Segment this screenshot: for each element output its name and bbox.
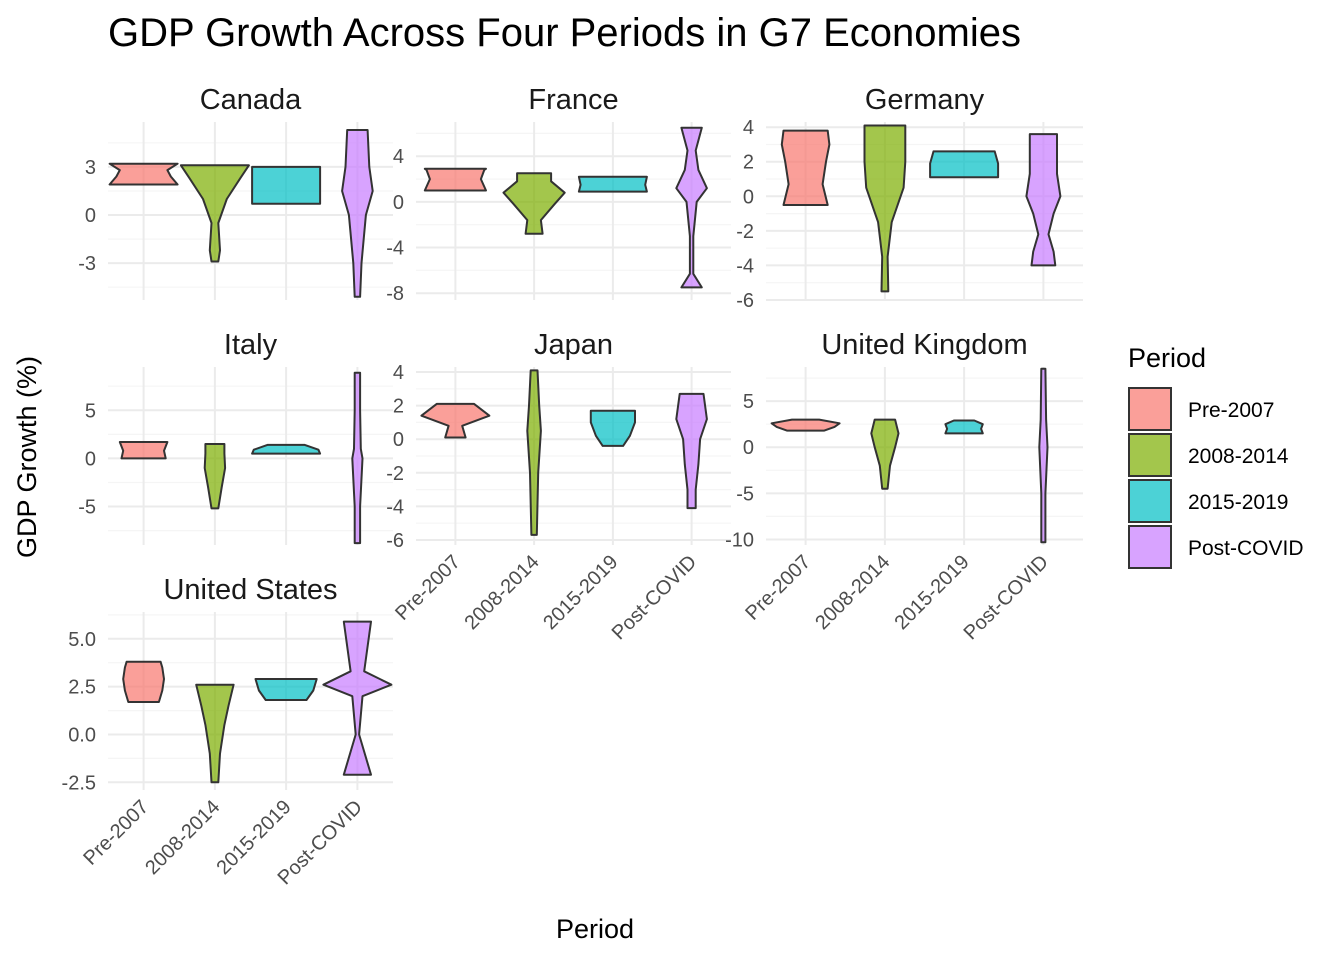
violin-post-covid xyxy=(1038,367,1049,544)
x-tick-label: 2015-2019 xyxy=(539,551,622,634)
legend-key xyxy=(1128,433,1172,477)
legend-label: Pre-2007 xyxy=(1188,399,1274,422)
violin-pre-2007 xyxy=(423,167,487,192)
violin-pre-2007 xyxy=(780,129,831,206)
x-tick-label: Pre-2007 xyxy=(391,551,465,625)
facet-strip-title: Canada xyxy=(200,84,302,116)
violin-pre-2007 xyxy=(420,402,491,439)
violin-2008-2014 xyxy=(863,124,907,293)
y-tick-label: -2.5 xyxy=(62,772,96,794)
chart-title: GDP Growth Across Four Periods in G7 Eco… xyxy=(108,11,1021,55)
x-tick-label: Post-COVID xyxy=(608,551,701,644)
y-axis-title: GDP Growth (%) xyxy=(12,356,42,558)
x-tick-label: 2015-2019 xyxy=(890,551,973,634)
y-tick-label: 4 xyxy=(393,362,404,384)
y-tick-label: 0 xyxy=(743,437,754,459)
y-tick-label: -6 xyxy=(386,530,404,552)
legend: Period Pre-2007 2008-2014 2015-2019 Post-CO… xyxy=(1128,343,1304,569)
facet-panel: -5 0 5 Italy xyxy=(78,329,393,545)
facet-strip-title: France xyxy=(528,84,618,116)
y-tick-label: -5 xyxy=(736,483,754,505)
x-tick-label: Post-COVID xyxy=(960,551,1053,644)
y-tick-label: -2 xyxy=(736,221,754,243)
y-tick-label: 4 xyxy=(393,146,404,168)
facet-strip-title: Japan xyxy=(534,329,613,361)
x-tick-label: Pre-2007 xyxy=(79,796,153,870)
violin-2008-2014 xyxy=(526,369,542,536)
y-tick-label: 5 xyxy=(85,400,96,422)
facet-panel: -3 0 3 Canada xyxy=(78,84,393,300)
facet-panel: -8 -4 0 4 France xyxy=(386,84,731,305)
y-tick-label: 3 xyxy=(85,157,96,179)
facet-panel: -6 -4 -2 0 2 4 Germany xyxy=(736,84,1083,312)
facet-panel: -2.5 0.0 2.5 5.0 United States Pre-20072008-2… xyxy=(62,574,393,889)
violin-2008-2014 xyxy=(502,172,566,235)
y-tick-label: -6 xyxy=(736,290,754,312)
violin-2015-2019 xyxy=(577,175,648,193)
y-tick-label: 0 xyxy=(393,192,404,214)
facet-panels: -3 0 3 Canada -8 -4 0 4 France -6 -4 -2 0 2 4 Germany -5… xyxy=(62,84,1083,889)
y-tick-label: 5.0 xyxy=(68,629,96,651)
violin-2015-2019 xyxy=(589,409,636,447)
legend-key xyxy=(1128,525,1172,569)
violin-2015-2019 xyxy=(944,419,984,435)
y-tick-label: -8 xyxy=(386,283,404,305)
violin-post-covid xyxy=(341,129,374,298)
violin-post-covid xyxy=(675,392,708,510)
x-axis-title: Period xyxy=(556,914,634,944)
violin-2015-2019 xyxy=(251,165,322,205)
violin-2008-2014 xyxy=(203,443,227,510)
legend-key xyxy=(1128,479,1172,523)
facet-strip-title: Germany xyxy=(865,84,985,116)
violin-pre-2007 xyxy=(108,162,179,186)
y-tick-label: -3 xyxy=(78,253,96,275)
x-tick-label: 2008-2014 xyxy=(460,551,543,634)
violin-post-covid xyxy=(322,620,393,776)
y-tick-label: -2 xyxy=(386,463,404,485)
legend-key xyxy=(1128,387,1172,431)
y-tick-label: 2 xyxy=(743,152,754,174)
violin-pre-2007 xyxy=(122,660,165,703)
y-tick-label: -4 xyxy=(386,496,404,518)
legend-label: Post-COVID xyxy=(1188,537,1304,560)
y-tick-label: 2 xyxy=(393,396,404,418)
violin-pre-2007 xyxy=(118,441,169,460)
y-tick-label: 4 xyxy=(743,117,754,139)
violin-post-covid xyxy=(675,126,708,289)
violin-2008-2014 xyxy=(195,683,235,784)
legend-label: 2015-2019 xyxy=(1188,491,1288,514)
violin-2008-2014 xyxy=(179,164,250,263)
y-tick-label: -5 xyxy=(78,497,96,519)
facet-strip-title: United Kingdom xyxy=(821,329,1027,361)
facet-panel: -6 -4 -2 0 2 4 Japan Pre-20072008-20142015-2019… xyxy=(386,329,731,644)
y-tick-label: 0 xyxy=(85,205,96,227)
violin-2015-2019 xyxy=(251,443,322,455)
y-tick-label: 0.0 xyxy=(68,725,96,747)
violin-post-covid xyxy=(1025,133,1062,267)
x-tick-label: 2008-2014 xyxy=(141,796,224,879)
y-tick-label: -4 xyxy=(736,255,754,277)
violin-2015-2019 xyxy=(254,678,318,701)
facet-panel: -10 -5 0 5 United Kingdom Pre-20072008-201420… xyxy=(725,329,1083,644)
facet-strip-title: Italy xyxy=(224,329,278,361)
y-tick-label: 0 xyxy=(743,186,754,208)
violin-2008-2014 xyxy=(870,418,900,490)
x-tick-label: 2008-2014 xyxy=(811,551,894,634)
y-tick-label: -10 xyxy=(725,530,754,552)
facet-strip-title: United States xyxy=(163,574,337,606)
violin-post-covid xyxy=(351,371,364,545)
legend-title: Period xyxy=(1128,343,1206,373)
y-tick-label: 2.5 xyxy=(68,677,96,699)
x-tick-label: Pre-2007 xyxy=(741,551,815,625)
y-tick-label: 5 xyxy=(743,391,754,413)
y-tick-label: -4 xyxy=(386,238,404,260)
y-tick-label: 0 xyxy=(85,448,96,470)
violin-2015-2019 xyxy=(929,150,1000,179)
violin-pre-2007 xyxy=(770,418,841,432)
legend-label: 2008-2014 xyxy=(1188,445,1289,468)
y-tick-label: 0 xyxy=(393,429,404,451)
